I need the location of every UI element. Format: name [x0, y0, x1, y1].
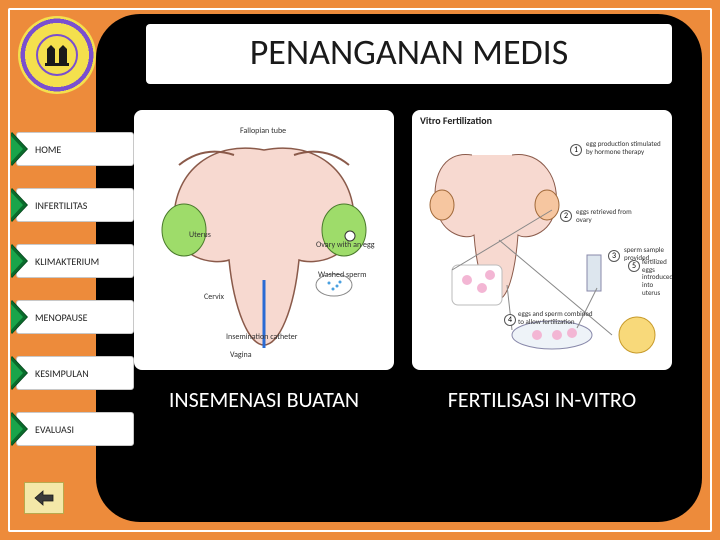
ivf-step-num-1: 1	[570, 144, 582, 156]
caption-right: FERTILISASI IN-VITRO	[412, 386, 672, 413]
ivf-step-num-3: 3	[608, 250, 620, 262]
ivf-step-num-4: 4	[504, 314, 516, 326]
caption-left: INSEMENASI BUATAN	[134, 386, 394, 413]
diagram-ivf: Vitro Fertilization 1 2 3 4 5 egg	[412, 110, 672, 370]
content-panel: PENANGANAN MEDIS Fallopian tube Uterus C…	[96, 14, 702, 522]
caption-row: INSEMENASI BUATAN FERTILISASI IN-VITRO	[134, 386, 672, 413]
nav-label: INFERTILITAS	[35, 199, 87, 212]
chevron-icon	[11, 300, 27, 334]
chevron-icon	[11, 244, 27, 278]
page-title: PENANGANAN MEDIS	[146, 30, 672, 74]
ivf-step-num-2: 2	[560, 210, 572, 222]
nav-label: KESIMPULAN	[35, 367, 89, 380]
chevron-icon	[11, 132, 27, 166]
label-vagina: Vagina	[230, 350, 252, 360]
nav-label: EVALUASI	[35, 423, 74, 436]
ivf-step-4: eggs and sperm combined to allow fertili…	[518, 310, 596, 325]
nav-home[interactable]: HOME	[16, 132, 134, 166]
nav-infertilitas[interactable]: INFERTILITAS	[16, 188, 134, 222]
chevron-icon	[11, 188, 27, 222]
ivf-step-2: eggs retrieved from ovary	[576, 208, 646, 223]
back-button[interactable]	[24, 482, 64, 514]
back-arrow-icon	[33, 489, 55, 507]
nav-menopause[interactable]: MENOPAUSE	[16, 300, 134, 334]
ivf-step-1: egg production stimulated by hormone the…	[586, 140, 664, 155]
diagram-insemination: Fallopian tube Uterus Cervix Vagina Ovar…	[134, 110, 394, 370]
ivf-step-num-5: 5	[628, 260, 640, 272]
diagram-row: Fallopian tube Uterus Cervix Vagina Ovar…	[134, 110, 672, 370]
university-logo	[18, 16, 96, 94]
label-cervix: Cervix	[204, 292, 224, 302]
nav-kesimpulan[interactable]: KESIMPULAN	[16, 356, 134, 390]
nav-label: HOME	[35, 143, 61, 156]
chevron-icon	[11, 356, 27, 390]
nav-label: KLIMAKTERIUM	[35, 255, 99, 268]
chevron-icon	[11, 412, 27, 446]
nav-evaluasi[interactable]: EVALUASI	[16, 412, 134, 446]
sidebar-nav: HOME INFERTILITAS KLIMAKTERIUM MENOPAUSE…	[16, 132, 134, 446]
label-ovary: Ovary with an egg	[316, 240, 375, 250]
ivf-step-5: fertilized eggs introduced into uterus	[642, 258, 672, 296]
nav-klimakterium[interactable]: KLIMAKTERIUM	[16, 244, 134, 278]
nav-label: MENOPAUSE	[35, 311, 87, 324]
label-fallopian: Fallopian tube	[240, 126, 286, 136]
label-sperm: Washed sperm	[318, 270, 367, 280]
label-catheter: Insemination catheter	[226, 332, 297, 342]
label-uterus: Uterus	[189, 230, 211, 240]
